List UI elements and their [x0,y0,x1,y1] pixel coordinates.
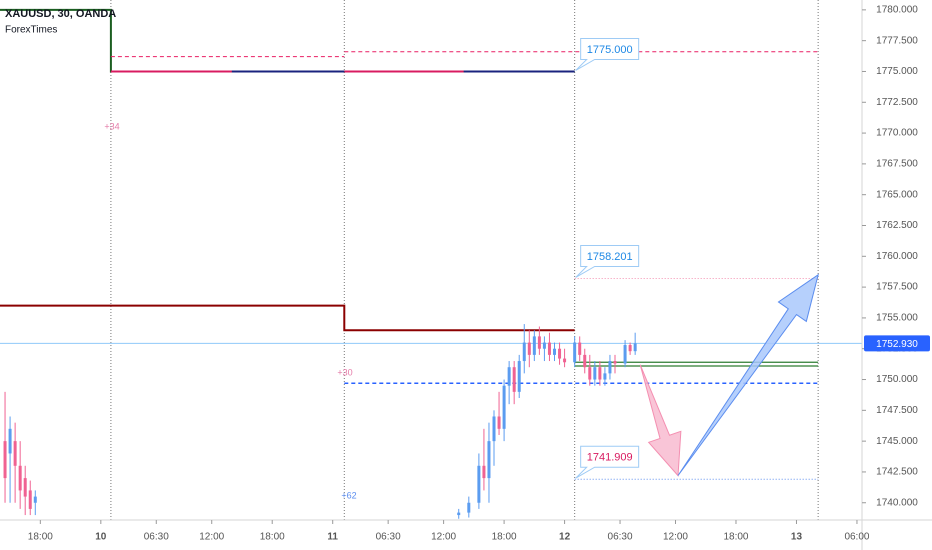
candle-body [522,342,526,362]
candle-body [542,342,546,349]
candle-body [588,367,592,380]
x-tick-label: 12:00 [663,532,688,543]
candle-body [583,354,587,368]
arrow [677,273,819,476]
candle-body [18,465,22,491]
candle-body [3,441,7,479]
candle-body [457,512,461,516]
y-tick-label: 1745.000 [876,436,918,447]
callout-label: 1775.000 [587,44,633,56]
y-tick-label: 1747.500 [876,405,918,416]
callout-label: 1758.201 [587,251,633,263]
x-tick-label: 06:00 [844,532,869,543]
y-tick-label: 1770.000 [876,128,918,139]
y-tick-label: 1780.000 [876,4,918,15]
candle-body [482,465,486,479]
candle-body [532,336,536,355]
candle-body [23,478,27,497]
last-price-label: 1752.930 [876,339,918,350]
callout-box [575,244,640,278]
candle-body [13,441,17,466]
x-tick-label: 18:00 [28,532,53,543]
x-tick-label: 18:00 [492,532,517,543]
y-tick-label: 1772.500 [876,97,918,108]
candle-body [8,428,12,454]
candle-body [487,441,491,479]
callout-box [575,445,640,479]
level-line [0,304,575,332]
candle-body [613,361,617,364]
candle-body [573,342,577,363]
x-tick-label: 06:30 [376,532,401,543]
last-price-tag [864,335,930,352]
y-tick-label: 1755.000 [876,313,918,324]
candle-body [593,367,597,380]
x-tick-label: 11 [327,532,338,543]
candle-body [492,416,496,442]
candle-body [517,361,521,392]
y-tick-label: 1767.500 [876,159,918,170]
x-tick-label: 12 [559,532,571,543]
x-tick-label: 06:30 [608,532,633,543]
candle-body [537,336,541,349]
candle-body [502,385,506,429]
candle-body [28,490,32,509]
x-tick-label: 12:00 [199,532,224,543]
candle-body [623,345,627,364]
y-tick-label: 1765.000 [876,189,918,200]
y-tick-label: 1742.500 [876,467,918,478]
candle-body [563,358,567,363]
level-line [110,51,819,58]
x-tick-label: 10 [95,532,107,543]
candle-body [553,348,557,355]
candle-body [507,367,511,386]
candle-body [558,348,562,359]
y-tick-label: 1775.000 [876,66,918,77]
y-tick-label: 1760.000 [876,251,918,262]
y-tick-label: 1750.000 [876,374,918,385]
y-tick-label: 1757.500 [876,282,918,293]
x-tick-label: 13 [791,532,803,543]
candle-body [512,367,516,392]
callout-box [575,37,640,71]
candle-body [467,502,471,513]
annotation: +34 [104,121,119,131]
candle-body [603,373,607,380]
y-tick-label: 1762.500 [876,220,918,231]
y-tick-label: 1740.000 [876,497,918,508]
x-tick-label: 18:00 [260,532,285,543]
plot: 1775.000 1758.201 1741.909 +34 +30 +62 [0,0,862,520]
candle-body [497,416,501,429]
y-tick-label: 1777.500 [876,35,918,46]
x-tick-label: 12:00 [431,532,456,543]
candle-body [628,345,632,352]
candle-body [578,342,582,355]
candle-body [33,496,37,503]
candle-body [633,343,637,352]
x-tick-label: 06:30 [144,532,169,543]
candle-body [608,361,612,374]
candle-body [527,342,531,355]
chart-title: XAUUSD, 30, OANDA [5,8,116,20]
x-tick-label: 18:00 [723,532,748,543]
candle-body [547,342,551,355]
annotation: +62 [341,490,356,500]
candle-body [477,465,481,503]
annotation: +30 [337,367,352,377]
chart-subtitle: ForexTimes [5,25,57,36]
callout-label: 1741.909 [587,452,633,464]
candle-body [598,367,602,380]
